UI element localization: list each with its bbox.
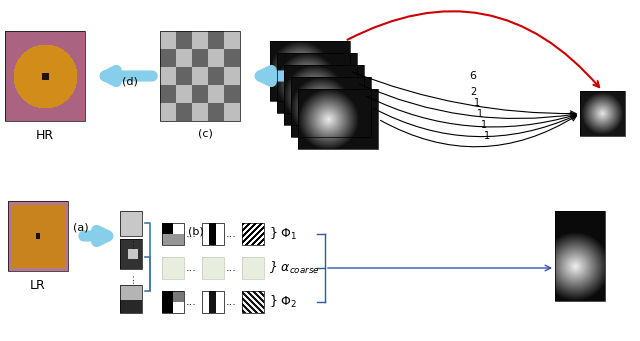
Bar	[277, 53, 357, 113]
Text: ...: ...	[186, 229, 196, 239]
Text: ...: ...	[126, 238, 136, 249]
Text: ...: ...	[186, 297, 196, 307]
Text: LR: LR	[30, 279, 46, 292]
Bar	[5, 31, 85, 121]
Bar	[120, 285, 142, 313]
Text: } $\alpha_{coarse}$: } $\alpha_{coarse}$	[269, 260, 320, 276]
Bar	[242, 291, 264, 313]
Bar	[162, 223, 184, 245]
Text: 6: 6	[469, 71, 476, 81]
Bar	[555, 211, 605, 301]
Text: 1: 1	[474, 98, 479, 108]
Text: (a): (a)	[73, 223, 88, 233]
Text: (b): (b)	[188, 226, 204, 236]
Bar	[162, 291, 184, 313]
Text: ...: ...	[225, 229, 236, 239]
Bar	[202, 223, 224, 245]
Bar	[284, 65, 364, 125]
Bar	[120, 239, 142, 269]
Text: 1: 1	[484, 131, 490, 141]
Bar	[160, 31, 240, 121]
Bar	[120, 211, 142, 236]
Text: 1: 1	[481, 120, 486, 130]
Bar	[298, 89, 378, 149]
Text: ...: ...	[126, 272, 136, 283]
Text: (d): (d)	[122, 76, 138, 86]
Text: ...: ...	[225, 297, 236, 307]
Text: } $\Phi_2$: } $\Phi_2$	[269, 294, 298, 310]
Bar	[270, 41, 350, 101]
Text: ...: ...	[225, 263, 236, 273]
Text: 2: 2	[470, 87, 476, 97]
Bar	[202, 257, 224, 279]
Text: ...: ...	[186, 263, 196, 273]
Bar	[242, 223, 264, 245]
Bar	[242, 257, 264, 279]
Bar	[162, 257, 184, 279]
Text: 1: 1	[477, 109, 483, 119]
Text: HR: HR	[36, 129, 54, 142]
Text: } $\Phi_1$: } $\Phi_1$	[269, 226, 298, 242]
Bar	[291, 77, 371, 137]
Bar	[202, 291, 224, 313]
Text: (c): (c)	[198, 129, 212, 139]
Bar	[580, 91, 625, 136]
Bar	[8, 201, 68, 271]
